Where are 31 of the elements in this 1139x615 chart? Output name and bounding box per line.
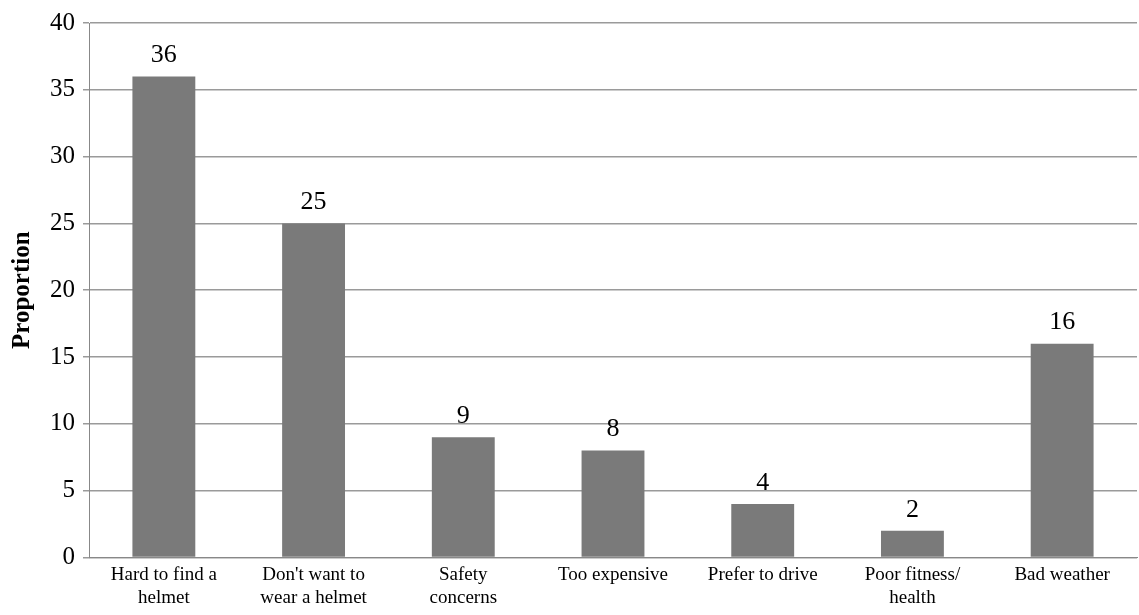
bar [581, 450, 645, 557]
x-tick-label: Too expensive [557, 562, 669, 584]
y-tick-label: 10 [50, 408, 75, 436]
bar [880, 530, 944, 557]
x-tick-label: Poor fitness/ health [864, 562, 961, 607]
y-tick-label: 20 [50, 274, 75, 302]
data-label: 4 [756, 466, 770, 496]
data-label: 2 [905, 493, 919, 523]
data-label: 8 [606, 413, 620, 443]
x-tick-label: Don't want to wear a helmet [260, 562, 368, 607]
y-tick-label: 40 [50, 7, 75, 35]
x-tick-label: Prefer to drive [707, 562, 818, 584]
bar [1030, 343, 1094, 557]
y-tick-label: 25 [50, 207, 75, 235]
x-tick-label: Hard to find a helmet [110, 562, 218, 607]
bar [731, 503, 795, 557]
x-tick-label: Safety concerns [429, 562, 498, 607]
bar [431, 437, 495, 557]
y-tick-label: 35 [50, 74, 75, 102]
y-tick-label: 0 [62, 541, 75, 569]
x-tick-label: Bad weather [1014, 562, 1111, 584]
y-tick-label: 15 [50, 341, 75, 369]
data-label: 36 [150, 39, 177, 69]
data-label: 16 [1049, 306, 1076, 336]
bar [132, 76, 196, 557]
data-label: 25 [300, 186, 327, 216]
bar [282, 223, 346, 557]
y-tick-label: 5 [62, 475, 75, 503]
y-tick-label: 30 [50, 141, 75, 169]
data-label: 9 [456, 399, 470, 429]
y-axis-title: Proportion [7, 231, 35, 349]
